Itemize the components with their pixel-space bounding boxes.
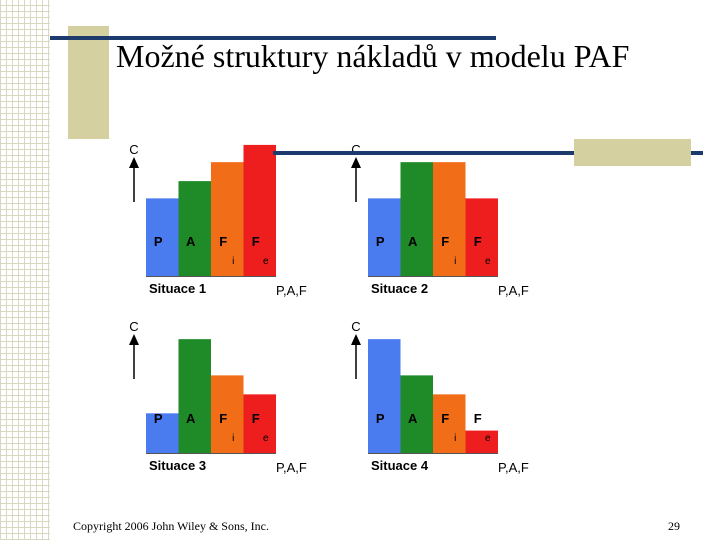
category-subscript: e <box>263 256 269 267</box>
decorative-line-middle <box>273 151 703 155</box>
y-axis-arrowhead <box>351 334 361 345</box>
bar-A <box>178 339 211 453</box>
category-subscript: e <box>485 256 491 267</box>
category-label: A <box>408 234 418 249</box>
decorative-box-right <box>574 139 691 166</box>
category-label: F <box>219 234 227 249</box>
bar-Fe <box>465 430 498 453</box>
category-label: A <box>186 411 196 426</box>
bar-Fi <box>433 394 466 453</box>
category-label: F <box>441 411 449 426</box>
category-label: F <box>252 411 260 426</box>
category-subscript: i <box>454 256 456 267</box>
bar-A <box>400 375 433 453</box>
category-subscript: e <box>263 433 269 444</box>
bar-Fi <box>433 162 466 276</box>
y-axis-label: C <box>129 142 138 157</box>
category-label: P <box>376 411 385 426</box>
category-label: P <box>154 234 163 249</box>
page-number: 29 <box>668 519 680 533</box>
y-axis-arrowhead <box>351 157 361 168</box>
category-label: F <box>474 411 482 426</box>
category-label: F <box>219 411 227 426</box>
x-axis-label: P,A,F <box>276 460 307 475</box>
category-label: F <box>474 234 482 249</box>
category-label: P <box>376 234 385 249</box>
bar-Fe <box>465 198 498 276</box>
chart-title: Situace 2 <box>371 281 428 296</box>
bar-P <box>146 413 179 453</box>
bar-Fi <box>211 375 244 453</box>
bar-P <box>368 198 401 276</box>
decorative-box-left <box>68 26 109 139</box>
category-label: F <box>441 234 449 249</box>
slide-title: Možné struktury nákladů v modelu PAF <box>116 38 630 74</box>
category-label: A <box>186 234 196 249</box>
y-axis-arrowhead <box>129 157 139 168</box>
category-label: A <box>408 411 418 426</box>
category-label: F <box>252 234 260 249</box>
chart-title: Situace 3 <box>149 458 206 473</box>
bar-A <box>400 162 433 276</box>
category-label: P <box>154 411 163 426</box>
category-subscript: e <box>485 433 491 444</box>
category-subscript: i <box>232 256 234 267</box>
decorative-line-top <box>50 36 496 40</box>
y-axis-arrowhead <box>129 334 139 345</box>
bar-Fe <box>243 144 276 276</box>
y-axis-label: C <box>351 142 360 157</box>
x-axis-label: P,A,F <box>498 460 529 475</box>
bar-A <box>178 181 211 276</box>
category-subscript: i <box>454 433 456 444</box>
striped-margin <box>0 0 50 540</box>
y-axis-label: C <box>351 319 360 334</box>
x-axis-label: P,A,F <box>498 283 529 298</box>
bar-P <box>146 198 179 276</box>
bar-P <box>368 339 401 453</box>
y-axis-label: C <box>129 319 138 334</box>
bar-Fi <box>211 162 244 276</box>
category-subscript: i <box>232 433 234 444</box>
copyright-footer: Copyright 2006 John Wiley & Sons, Inc. <box>73 519 269 533</box>
x-axis-label: P,A,F <box>276 283 307 298</box>
bar-Fe <box>243 394 276 453</box>
chart-title: Situace 1 <box>149 281 206 296</box>
chart-title: Situace 4 <box>371 458 429 473</box>
